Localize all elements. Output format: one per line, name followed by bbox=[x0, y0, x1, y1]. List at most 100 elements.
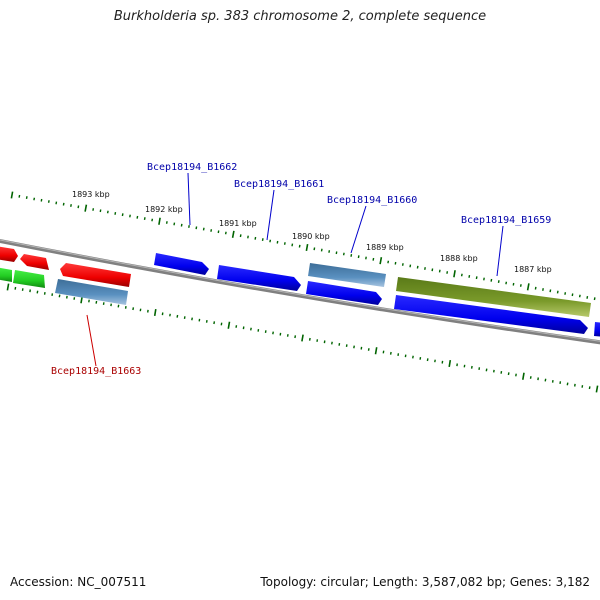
outer-minor-tick bbox=[121, 213, 124, 217]
outer-minor-tick bbox=[431, 268, 434, 272]
gene-label-b1663[interactable]: Bcep18194_B1663 bbox=[51, 366, 141, 377]
gene-arrow-blue-inner-edge[interactable] bbox=[594, 322, 600, 337]
outer-minor-tick bbox=[224, 231, 227, 235]
inner-major-tick bbox=[6, 283, 10, 291]
outer-minor-tick bbox=[143, 217, 146, 221]
gene-label-b1661[interactable]: Bcep18194_B1661 bbox=[234, 179, 324, 190]
gene-label-b1660[interactable]: Bcep18194_B1660 bbox=[327, 195, 417, 206]
gene-arrow-green-left[interactable] bbox=[0, 267, 12, 282]
outer-minor-tick bbox=[239, 234, 242, 238]
inner-minor-tick bbox=[485, 368, 488, 372]
outer-major-tick bbox=[526, 283, 530, 291]
outer-minor-tick bbox=[195, 226, 198, 230]
leader-line-b1663 bbox=[86, 314, 97, 367]
outer-minor-tick bbox=[254, 236, 257, 240]
inner-minor-tick bbox=[389, 351, 392, 355]
outer-minor-tick bbox=[593, 297, 596, 301]
inner-major-tick bbox=[595, 385, 599, 393]
outer-minor-tick bbox=[357, 255, 360, 259]
outer-major-tick bbox=[453, 270, 456, 278]
gene-arrow-red-left-small[interactable] bbox=[20, 254, 49, 270]
gene-arrow-b1659[interactable] bbox=[396, 277, 591, 317]
outer-minor-tick bbox=[519, 284, 522, 287]
outer-major-tick bbox=[231, 230, 235, 238]
outer-minor-tick bbox=[490, 278, 493, 282]
outer-minor-tick bbox=[578, 294, 581, 298]
gene-arrow-b1660[interactable] bbox=[308, 263, 386, 287]
outer-minor-tick bbox=[151, 218, 154, 222]
outer-tick-track bbox=[10, 191, 596, 301]
outer-minor-tick bbox=[505, 281, 508, 285]
outer-minor-tick bbox=[320, 248, 323, 252]
inner-minor-tick bbox=[412, 355, 414, 359]
inner-minor-tick bbox=[132, 307, 135, 311]
chromosome-backbone-highlight bbox=[0, 239, 600, 342]
outer-minor-tick bbox=[33, 197, 36, 201]
gene-arrow-blue-inner-1[interactable] bbox=[306, 281, 382, 305]
outer-minor-tick bbox=[446, 271, 449, 274]
inner-major-tick bbox=[301, 334, 304, 342]
inner-minor-tick bbox=[529, 376, 532, 379]
outer-minor-tick bbox=[350, 253, 353, 257]
outer-minor-tick bbox=[25, 196, 28, 200]
outer-minor-tick bbox=[460, 273, 463, 277]
inner-major-tick bbox=[522, 372, 525, 380]
outer-minor-tick bbox=[261, 238, 264, 242]
outer-minor-tick bbox=[564, 292, 567, 295]
gene-arrow-green-left-2[interactable] bbox=[13, 270, 45, 288]
gene-arrow-b1663[interactable] bbox=[55, 279, 128, 305]
gene-label-b1662[interactable]: Bcep18194_B1662 bbox=[147, 162, 237, 173]
outer-minor-tick bbox=[438, 269, 441, 273]
inner-minor-tick bbox=[95, 300, 98, 304]
outer-minor-tick bbox=[269, 239, 272, 243]
outer-minor-tick bbox=[47, 200, 50, 203]
outer-minor-tick bbox=[372, 257, 375, 261]
genome-summary-text: Topology: circular; Length: 3,587,082 bp… bbox=[260, 575, 590, 589]
inner-minor-tick bbox=[426, 358, 429, 362]
scale-label-1893: 1893 kbp bbox=[72, 190, 110, 199]
outer-minor-tick bbox=[210, 229, 213, 232]
inner-minor-tick bbox=[250, 327, 252, 331]
inner-minor-tick bbox=[176, 314, 179, 318]
outer-minor-tick bbox=[534, 286, 537, 290]
inner-minor-tick bbox=[294, 335, 297, 339]
scale-label-1887: 1887 kbp bbox=[514, 265, 552, 274]
gene-label-b1659[interactable]: Bcep18194_B1659 bbox=[461, 215, 551, 226]
inner-major-tick bbox=[448, 359, 452, 368]
gene-arrow-blue-inner-2[interactable] bbox=[394, 295, 588, 334]
gene-arrow-red-left-upper[interactable] bbox=[0, 246, 18, 262]
map-title: Burkholderia sp. 383 chromosome 2, compl… bbox=[113, 9, 487, 24]
inner-minor-tick bbox=[36, 290, 39, 294]
chromosome-backbone bbox=[0, 238, 600, 345]
outer-minor-tick bbox=[180, 223, 183, 227]
scale-label-1888: 1888 kbp bbox=[440, 254, 478, 263]
inner-minor-tick bbox=[566, 382, 569, 386]
inner-minor-tick bbox=[544, 378, 547, 382]
inner-major-tick bbox=[227, 321, 231, 329]
inner-minor-tick bbox=[58, 294, 61, 298]
outer-minor-tick bbox=[468, 274, 471, 278]
inner-tick-track bbox=[6, 283, 599, 393]
outer-minor-tick bbox=[387, 260, 390, 264]
scale-label-1892: 1892 kbp bbox=[145, 205, 183, 214]
outer-minor-tick bbox=[298, 244, 301, 248]
gene-arrow-b1663-reverse[interactable] bbox=[60, 263, 131, 287]
outer-major-tick bbox=[379, 257, 383, 265]
leader-line-b1660 bbox=[350, 205, 367, 254]
inner-major-tick bbox=[153, 308, 157, 317]
outer-major-tick bbox=[305, 243, 309, 252]
inner-minor-tick bbox=[367, 348, 370, 351]
gene-arrow-b1662[interactable] bbox=[154, 253, 209, 275]
leader-line-b1659 bbox=[496, 225, 504, 277]
scale-label-1890: 1890 kbp bbox=[292, 232, 330, 241]
outer-minor-tick bbox=[409, 264, 412, 268]
gene-arrow-b1661[interactable] bbox=[217, 265, 301, 291]
leader-line-b1662 bbox=[187, 172, 191, 226]
leader-line-b1661 bbox=[266, 189, 275, 241]
inner-minor-tick bbox=[470, 365, 473, 369]
outer-minor-tick bbox=[328, 250, 331, 253]
outer-minor-tick bbox=[313, 247, 316, 251]
inner-major-tick bbox=[374, 347, 378, 355]
outer-minor-tick bbox=[62, 202, 65, 206]
